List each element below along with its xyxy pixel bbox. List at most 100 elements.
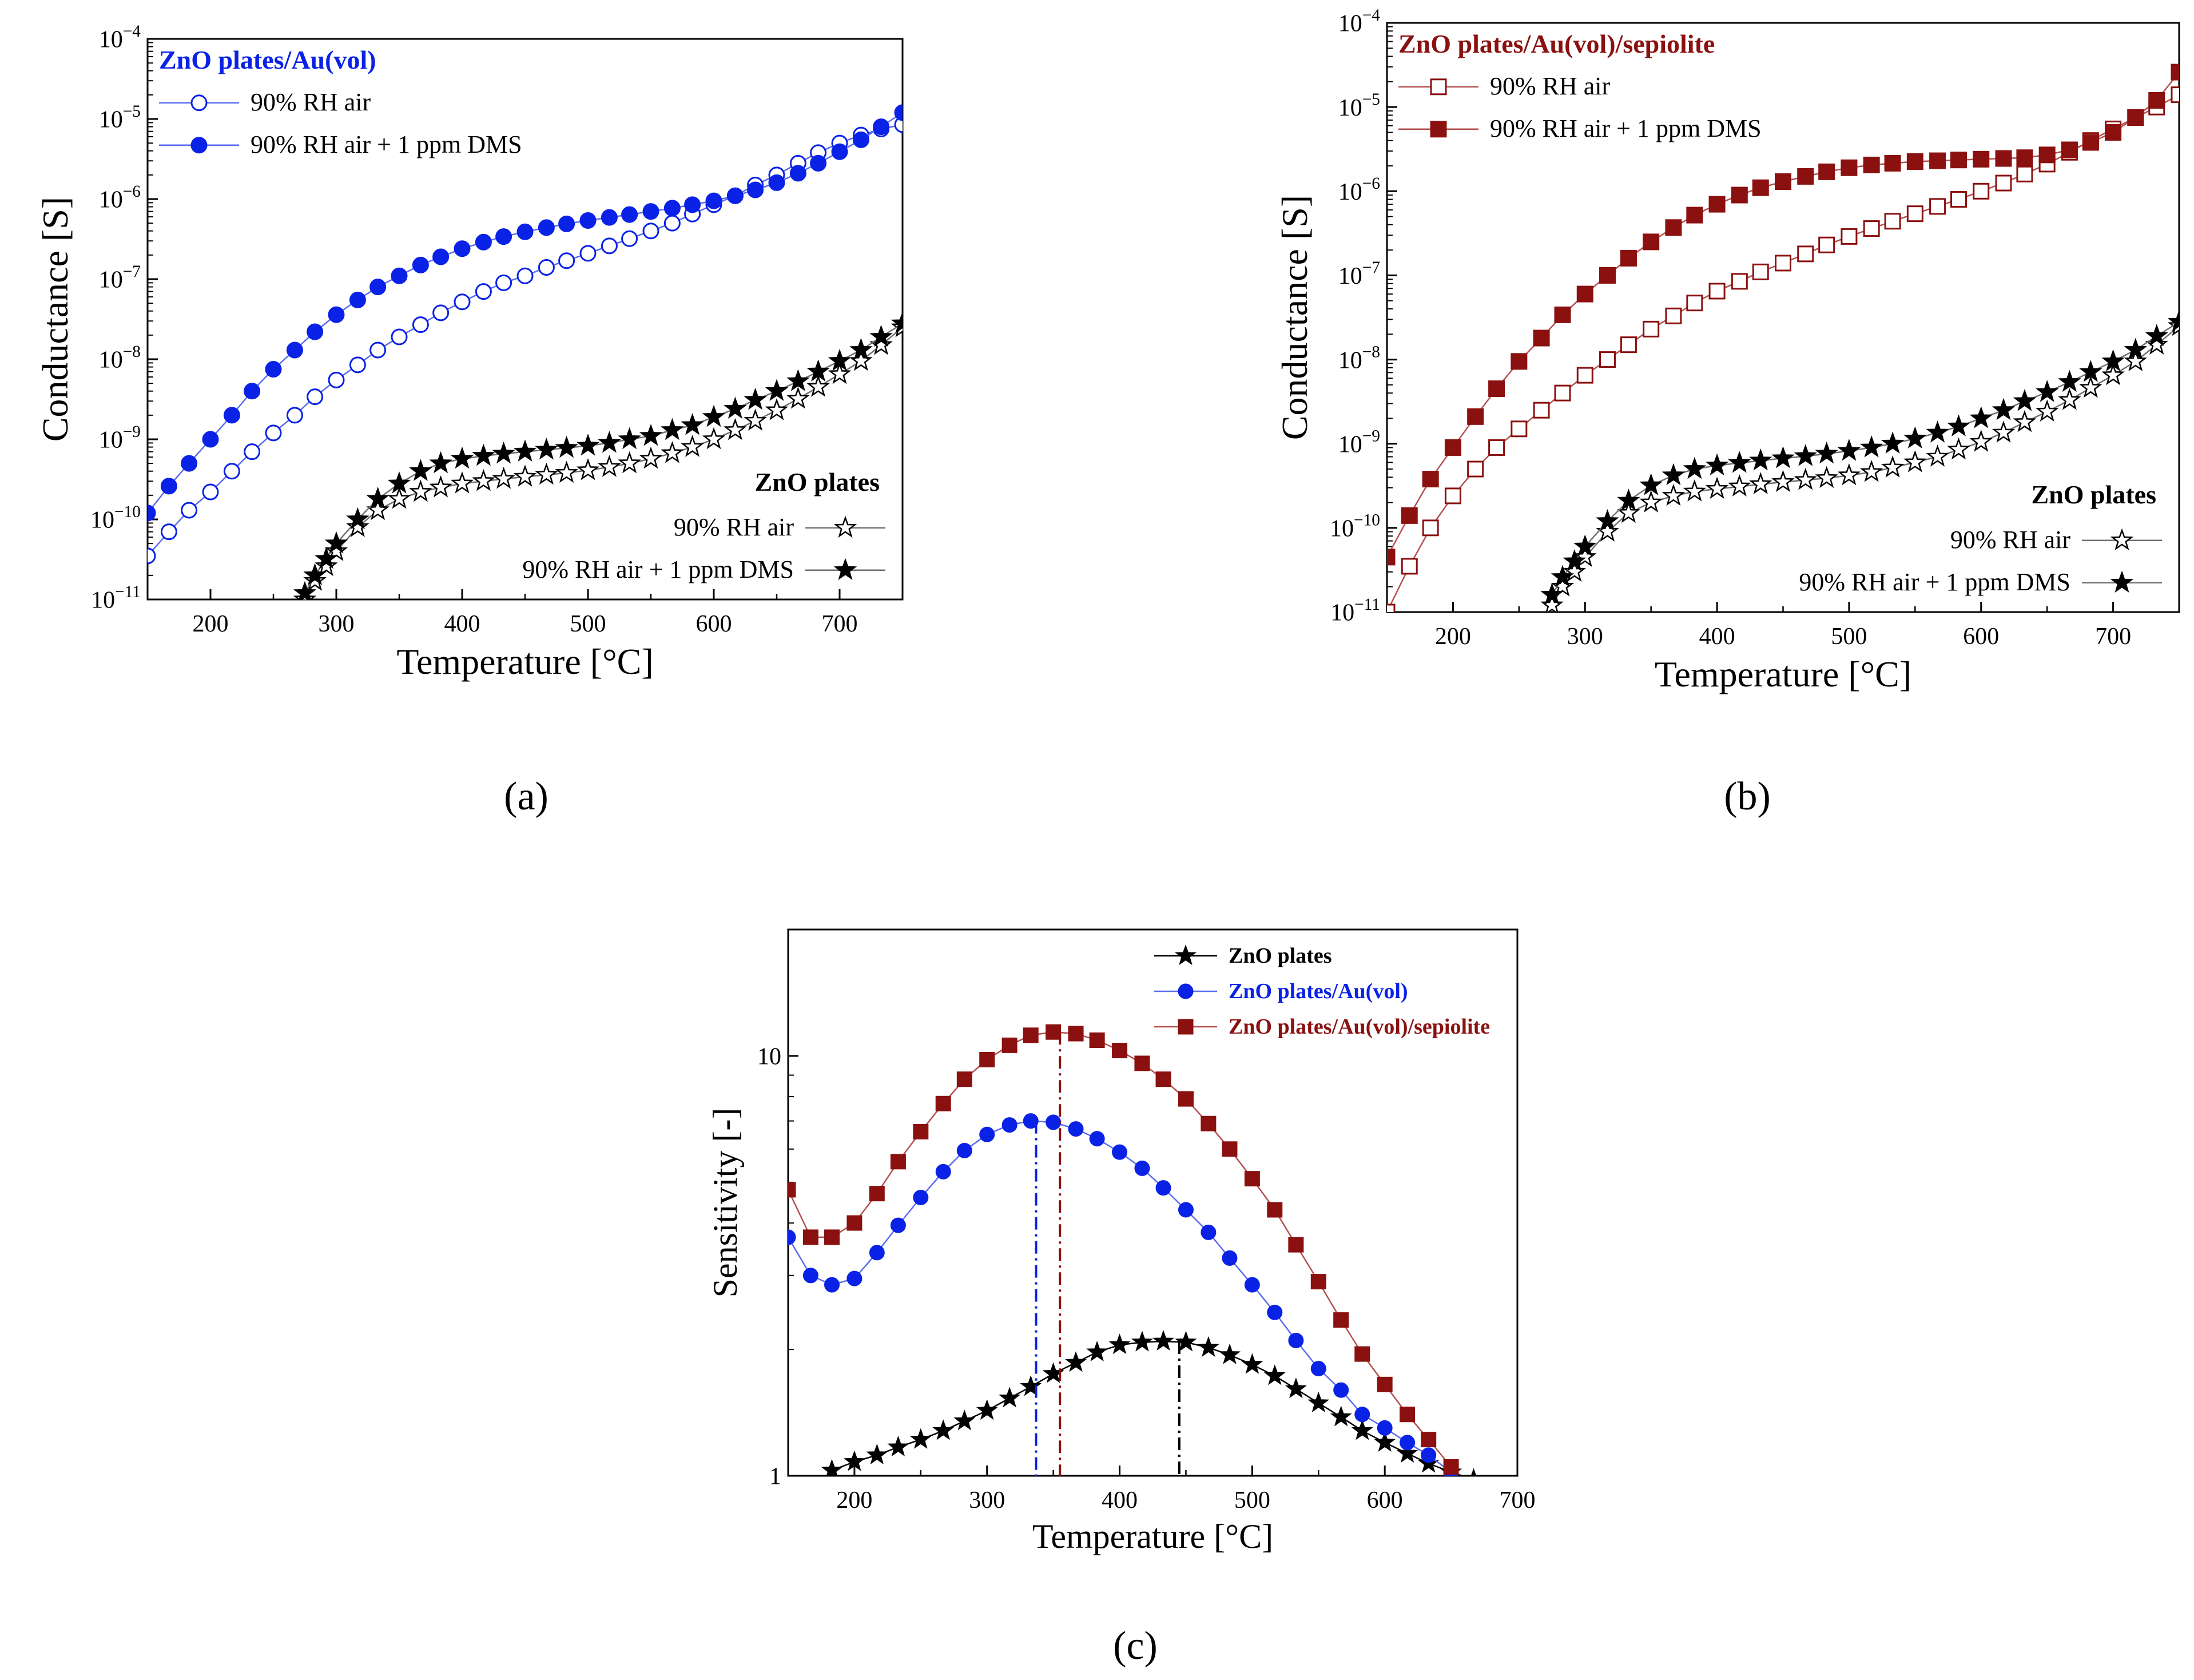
data-point	[1973, 150, 1990, 168]
chart-panel-c: 200 300 400 500 600 700 1 10 Temperature [°C] Sen…	[706, 928, 1536, 1668]
data-point	[806, 375, 830, 397]
data-point	[1488, 439, 1505, 456]
x-tick-label: 200	[1435, 623, 1471, 650]
x-tick-label: 500	[570, 611, 606, 637]
data-point	[802, 1229, 818, 1245]
data-point	[1950, 191, 1968, 208]
data-point	[661, 418, 684, 440]
x-tick-label: 200	[193, 611, 229, 637]
data-point	[307, 388, 324, 406]
data-point	[621, 206, 638, 223]
data-point	[2038, 146, 2056, 164]
data-point	[1950, 152, 1968, 169]
y-tick-label: 10−9	[1338, 427, 1380, 458]
data-point	[1244, 1171, 1260, 1187]
data-point	[475, 283, 492, 300]
x-tick-label: 400	[1699, 623, 1735, 650]
data-point	[1841, 159, 1858, 176]
data-point	[1837, 439, 1861, 461]
data-point	[1771, 470, 1795, 492]
data-point	[1728, 451, 1751, 473]
data-point	[2061, 141, 2078, 158]
data-point	[412, 256, 429, 273]
data-point	[1683, 456, 1707, 479]
data-point	[1222, 1141, 1238, 1157]
data-point	[2082, 134, 2099, 151]
data-point	[366, 486, 389, 509]
data-point	[802, 1268, 818, 1284]
data-point	[2013, 389, 2037, 411]
x-tick-label: 400	[1102, 1487, 1138, 1514]
data-point	[1643, 320, 1660, 337]
legend-label: 90% RH air	[1950, 526, 2071, 554]
data-point	[307, 323, 324, 340]
data-point	[349, 291, 366, 308]
data-point	[702, 404, 726, 427]
data-point	[1775, 173, 1791, 190]
data-point	[2101, 349, 2125, 371]
data-point	[2016, 149, 2033, 166]
data-point	[1197, 1336, 1219, 1357]
data-point	[2079, 375, 2102, 398]
data-point	[1775, 255, 1791, 272]
data-point	[495, 228, 512, 245]
data-point	[1551, 565, 1575, 587]
data-point	[2035, 399, 2059, 422]
data-point	[555, 460, 578, 483]
data-point	[369, 279, 387, 296]
data-point	[450, 446, 474, 469]
data-point	[846, 1215, 863, 1231]
data-point	[1551, 574, 1575, 597]
data-point	[849, 348, 873, 371]
data-point	[1377, 1420, 1393, 1436]
data-point	[1222, 1250, 1238, 1266]
data-point	[1749, 448, 1772, 471]
data-point	[1310, 1361, 1326, 1377]
data-point	[349, 356, 366, 374]
data-point	[935, 1163, 951, 1179]
data-point	[1599, 351, 1616, 368]
data-point	[1020, 1375, 1042, 1396]
data-point	[846, 1270, 863, 1286]
y-tick-label: 10−8	[99, 343, 141, 374]
data-point	[1422, 471, 1439, 488]
data-point	[828, 362, 852, 384]
data-point	[1992, 420, 2016, 443]
data-point	[1267, 1304, 1283, 1320]
data-point	[2105, 124, 2122, 141]
x-axis-title: Temperature [°C]	[396, 641, 653, 682]
data-point	[869, 324, 893, 347]
data-point	[891, 311, 903, 333]
data-point	[979, 1051, 995, 1067]
x-axis-title: Temperature [°C]	[1032, 1518, 1273, 1555]
data-point	[387, 471, 411, 494]
data-point	[1794, 444, 1817, 466]
data-point	[265, 360, 282, 378]
data-point	[1749, 472, 1772, 494]
data-point	[849, 337, 873, 360]
data-point	[1540, 582, 1564, 605]
data-point	[432, 304, 450, 321]
data-point	[492, 466, 515, 489]
data-point	[475, 233, 492, 251]
panel-a-plot: 200 300 400 500 600 700 10−11 10−10 10−9 10−8 10−7…	[35, 22, 904, 682]
data-point	[1089, 1131, 1105, 1147]
data-point	[1401, 507, 1418, 524]
data-point	[454, 240, 471, 257]
data-point	[495, 274, 512, 291]
data-point	[2124, 349, 2148, 371]
data-point	[535, 438, 558, 460]
data-point	[724, 418, 747, 440]
y-tick-label: 10−5	[99, 102, 141, 133]
data-point	[747, 181, 764, 198]
data-point	[315, 554, 338, 577]
data-point	[1815, 441, 1838, 464]
data-point	[1576, 367, 1593, 384]
data-point	[976, 1399, 998, 1420]
data-point	[1620, 336, 1637, 354]
data-point	[202, 431, 219, 448]
chart-panel-a: 200 300 400 500 600 700 10−11 10−10 10−9 10−8 10−7…	[35, 22, 904, 819]
data-point	[412, 316, 429, 333]
data-point	[391, 267, 408, 284]
x-tick-label: 600	[1367, 1487, 1403, 1514]
